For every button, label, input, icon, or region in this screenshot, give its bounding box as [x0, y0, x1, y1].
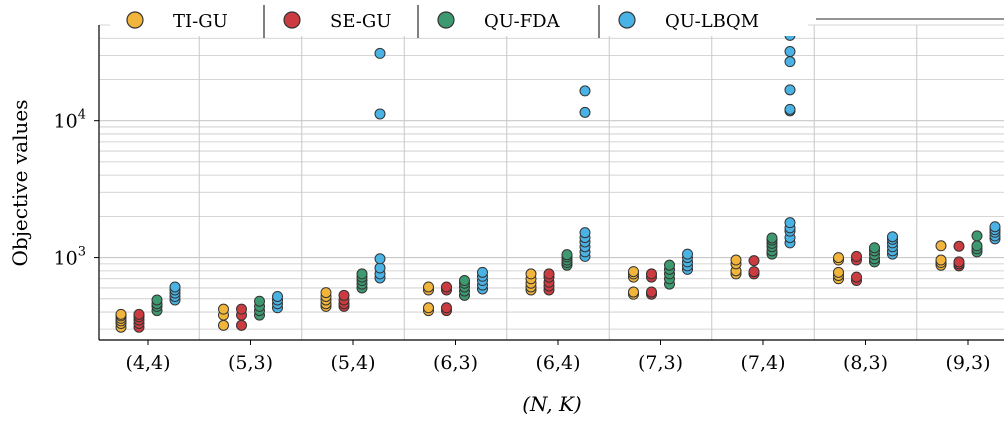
- y-tick-base: 10: [54, 111, 78, 133]
- grid: [99, 24, 1004, 340]
- x-axis-title: (N, K): [522, 392, 581, 416]
- data-point-qu-fda: [869, 242, 880, 254]
- x-tick-label: (9,3): [945, 352, 990, 374]
- data-point-qu-lbqm: [579, 106, 591, 118]
- legend: TI-GU SE-GU QU-FDA QU-LBQM: [110, 5, 1004, 38]
- data-point-se-gu: [851, 250, 862, 262]
- x-tick-label: (8,3): [843, 352, 888, 374]
- data-point-qu-lbqm: [989, 221, 1001, 233]
- data-point-se-gu: [953, 240, 965, 252]
- data-point-se-gu: [441, 302, 452, 314]
- legend-marker-ti-gu: [126, 11, 144, 29]
- x-tick-label: (5,3): [228, 352, 273, 374]
- data-point-ti-gu: [218, 303, 229, 315]
- data-point-se-gu: [748, 266, 760, 278]
- y-tick-label: 104: [54, 108, 86, 133]
- data-point-qu-lbqm: [374, 262, 386, 274]
- y-tick-exponent: 3: [78, 245, 86, 260]
- data-point-ti-gu: [628, 266, 639, 278]
- data-point-ti-gu: [833, 266, 844, 278]
- data-point-se-gu: [236, 303, 247, 315]
- y-tick-exponent: 4: [78, 108, 86, 123]
- data-points: [115, 29, 1001, 333]
- data-point-se-gu: [851, 271, 862, 283]
- x-tick-label: (6,4): [535, 352, 580, 374]
- data-point-se-gu: [236, 319, 247, 331]
- y-axis-title: Objective values: [8, 100, 32, 267]
- data-point-qu-lbqm: [374, 108, 386, 120]
- x-tick-label: (7,4): [740, 352, 785, 374]
- data-point-se-gu: [441, 281, 452, 293]
- legend-label: SE-GU: [330, 11, 391, 32]
- data-point-ti-gu: [423, 302, 434, 314]
- data-point-qu-lbqm: [784, 46, 796, 58]
- axes: [98, 25, 1004, 341]
- data-point-qu-fda: [254, 295, 265, 307]
- data-point-qu-lbqm: [579, 227, 591, 239]
- data-point-qu-lbqm: [784, 84, 796, 96]
- data-point-ti-gu: [525, 268, 537, 280]
- data-point-qu-lbqm: [477, 266, 488, 278]
- data-point-qu-lbqm: [272, 290, 283, 302]
- legend-label: QU-LBQM: [665, 11, 759, 32]
- data-point-qu-lbqm: [374, 47, 386, 59]
- x-tick-label: (7,3): [638, 352, 683, 374]
- data-point-ti-gu: [833, 252, 844, 264]
- data-point-qu-fda: [356, 268, 368, 280]
- data-point-qu-fda: [459, 275, 470, 287]
- data-point-qu-lbqm: [374, 253, 386, 265]
- data-point-se-gu: [953, 256, 965, 268]
- data-point-qu-fda: [561, 249, 573, 261]
- data-point-ti-gu: [423, 281, 434, 293]
- data-point-qu-fda: [971, 230, 983, 242]
- data-point-qu-lbqm: [887, 231, 898, 243]
- data-point-ti-gu: [218, 319, 229, 331]
- data-point-qu-fda: [766, 232, 778, 244]
- data-point-se-gu: [646, 286, 657, 298]
- data-point-qu-lbqm: [784, 56, 796, 68]
- data-point-qu-lbqm: [579, 85, 591, 97]
- data-point-qu-fda: [971, 240, 983, 252]
- x-tick-labels: (4,4) (5,3) (5,4) (6,3) (6,4) (7,3) (7,4) (8,3)…: [125, 340, 991, 374]
- data-point-ti-gu: [320, 287, 332, 299]
- data-point-qu-lbqm: [784, 217, 796, 229]
- data-point-ti-gu: [730, 254, 742, 266]
- data-point-se-gu: [646, 268, 657, 280]
- data-point-ti-gu: [935, 240, 947, 252]
- data-point-ti-gu: [628, 286, 639, 298]
- legend-background: [110, 6, 808, 36]
- data-point-se-gu: [338, 289, 350, 301]
- data-point-qu-lbqm: [169, 281, 181, 293]
- x-tick-label: (4,4): [125, 352, 170, 374]
- data-point-qu-lbqm: [784, 103, 796, 115]
- legend-label: QU-FDA: [484, 11, 561, 32]
- y-tick-base: 10: [54, 248, 78, 270]
- data-point-qu-fda: [664, 259, 675, 271]
- data-point-se-gu: [543, 268, 555, 280]
- data-point-se-gu: [133, 308, 145, 320]
- legend-marker-qu-lbqm: [618, 11, 636, 29]
- data-point-qu-lbqm: [682, 248, 693, 260]
- x-tick-label: (5,4): [330, 352, 375, 374]
- data-point-ti-gu: [935, 254, 947, 266]
- x-tick-label: (6,3): [433, 352, 478, 374]
- legend-label: TI-GU: [173, 11, 228, 32]
- legend-marker-qu-fda: [437, 11, 455, 29]
- data-point-qu-fda: [151, 294, 163, 306]
- data-point-se-gu: [748, 255, 760, 267]
- y-tick-label: 103: [54, 245, 86, 270]
- legend-marker-se-gu: [283, 11, 301, 29]
- data-point-ti-gu: [115, 308, 127, 320]
